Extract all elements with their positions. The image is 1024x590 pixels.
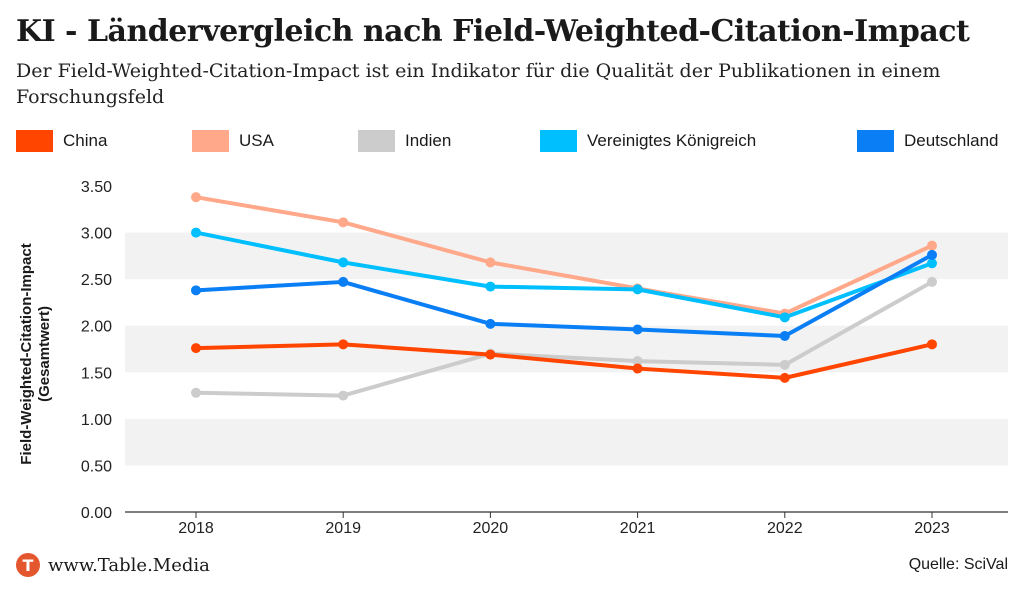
- footer-site-link[interactable]: www.Table.Media: [48, 554, 210, 576]
- series-line-indien: [194, 279, 934, 398]
- x-tick-label: 2021: [620, 520, 656, 537]
- data-point-deutschland: [485, 318, 496, 329]
- data-point-vereinigtes-koenigreich: [927, 258, 937, 269]
- data-point-deutschland: [338, 276, 349, 287]
- series-line-china: [194, 342, 934, 380]
- legend-label-china: China: [63, 131, 108, 150]
- x-tick-label: 2023: [914, 520, 950, 537]
- y-axis-title-line: (Gesamtwert): [36, 306, 53, 402]
- legend-item-china: China: [16, 130, 107, 152]
- table-media-logo-icon: T: [16, 553, 40, 577]
- grid-band: [125, 418, 1008, 466]
- legend-swatch-usa: [192, 130, 229, 152]
- data-point-indien: [632, 356, 643, 367]
- y-tick-label: 2.00: [81, 319, 112, 336]
- data-point-china: [927, 339, 937, 350]
- data-point-usa: [927, 240, 937, 251]
- data-point-vereinigtes-koenigreich: [338, 257, 349, 268]
- footer-source: Quelle: SciVal: [908, 556, 1008, 573]
- x-tick-label: 2020: [473, 520, 509, 537]
- data-point-indien: [191, 387, 201, 398]
- x-tick-label: 2019: [325, 520, 361, 537]
- x-tick-label: 2022: [767, 520, 803, 537]
- series-line-deutschland: [194, 252, 934, 338]
- footer-brand[interactable]: T www.Table.Media: [16, 553, 210, 577]
- legend-swatch-indien: [358, 130, 395, 152]
- data-point-indien: [927, 276, 937, 287]
- y-tick-label: 1.50: [81, 365, 112, 382]
- data-point-china: [779, 372, 790, 383]
- data-point-vereinigtes-koenigreich: [632, 284, 643, 295]
- legend-item-usa: USA: [192, 130, 274, 152]
- data-point-indien: [338, 390, 349, 401]
- legend-swatch-deutschland: [857, 130, 894, 152]
- legend-swatch-vereinigtes-koenigreich: [540, 130, 577, 152]
- y-axis-title: Field-Weighted-Citation-Impact(Gesamtwer…: [18, 243, 53, 464]
- data-point-vereinigtes-koenigreich: [191, 227, 201, 238]
- data-point-vereinigtes-koenigreich: [485, 281, 496, 292]
- data-point-indien: [779, 359, 790, 370]
- y-axis-title-line: Field-Weighted-Citation-Impact: [18, 243, 35, 464]
- data-point-vereinigtes-koenigreich: [779, 312, 790, 323]
- data-point-china: [632, 363, 643, 374]
- y-tick-label: 0.00: [81, 505, 112, 522]
- data-point-china: [485, 349, 496, 360]
- y-tick-label: 1.00: [81, 412, 112, 429]
- legend-item-indien: Indien: [358, 130, 451, 152]
- data-point-usa: [338, 217, 349, 228]
- data-point-deutschland: [927, 249, 937, 260]
- data-point-china: [338, 339, 349, 350]
- y-tick-label: 0.50: [81, 458, 112, 475]
- series-line-vereinigtes-koenigreich: [194, 230, 934, 320]
- data-point-deutschland: [191, 285, 201, 296]
- grid-band: [125, 232, 1008, 280]
- legend-label-indien: Indien: [405, 131, 452, 150]
- data-point-usa: [191, 192, 201, 203]
- chart-subtitle: Der Field-Weighted-Citation-Impact ist e…: [16, 60, 941, 108]
- series-line-usa: [194, 195, 934, 316]
- y-tick-label: 3.00: [81, 226, 112, 243]
- y-tick-label: 2.50: [81, 272, 112, 289]
- legend-label-vereinigtes-koenigreich: Vereinigtes Königreich: [587, 131, 757, 150]
- legend-item-deutschland: Deutschland: [857, 130, 999, 152]
- data-point-deutschland: [779, 330, 790, 341]
- x-tick-label: 2018: [178, 520, 214, 537]
- legend: China USA Indien Vereinigtes Königreich …: [0, 130, 1024, 156]
- data-point-china: [191, 343, 201, 354]
- legend-label-usa: USA: [239, 131, 274, 150]
- legend-item-vereinigtes-koenigreich: Vereinigtes Königreich: [540, 130, 756, 152]
- grid-band: [125, 325, 1008, 373]
- data-point-usa: [485, 257, 496, 268]
- data-point-deutschland: [632, 324, 643, 335]
- legend-label-deutschland: Deutschland: [904, 131, 999, 150]
- chart-title: KI - Ländervergleich nach Field-Weighted…: [16, 14, 970, 49]
- y-tick-label: 3.50: [81, 179, 112, 196]
- legend-swatch-china: [16, 130, 53, 152]
